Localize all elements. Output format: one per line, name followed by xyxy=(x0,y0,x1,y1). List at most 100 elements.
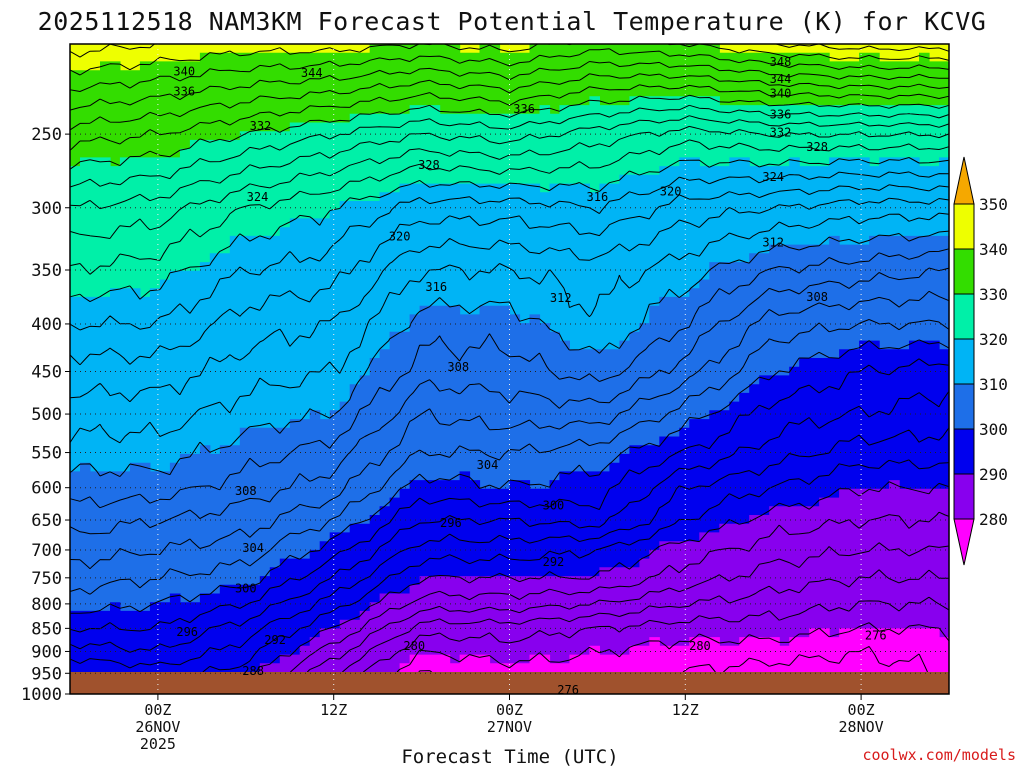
colorbar-arrow-bottom xyxy=(953,518,975,566)
contour-label-8: 312 xyxy=(762,236,784,250)
contour-label-25: 304 xyxy=(242,541,264,555)
contour-label-29: 296 xyxy=(176,625,198,639)
x-tick-date-0: 26NOV xyxy=(135,718,180,736)
contour-320 xyxy=(69,157,950,303)
colorbar-label-290: 290 xyxy=(979,465,1008,484)
contour-286 xyxy=(306,542,950,673)
y-tick-label-300: 300 xyxy=(31,199,62,219)
contour-label-14: 336 xyxy=(513,102,535,116)
contour-294 xyxy=(69,427,950,669)
colorbar-bin-1 xyxy=(953,248,975,295)
x-axis-title: Forecast Time (UTC) xyxy=(401,746,618,768)
colorbar-bin-6 xyxy=(953,473,975,520)
contour-338 xyxy=(69,48,950,92)
contour-label-28: 292 xyxy=(543,555,565,569)
contour-label-3: 336 xyxy=(770,107,792,121)
contour-308 xyxy=(69,248,950,509)
x-tick-year-0: 2025 xyxy=(140,735,176,753)
x-tick-label-2: 00Z xyxy=(496,701,523,719)
contour-332 xyxy=(69,84,950,151)
contour-label-11: 336 xyxy=(173,85,195,99)
y-tick-label-950: 950 xyxy=(31,664,62,684)
contour-292 xyxy=(202,459,950,673)
y-tick-label-550: 550 xyxy=(31,444,62,464)
contour-300 xyxy=(69,339,950,614)
fill-band-5 xyxy=(70,340,950,673)
contour-310 xyxy=(69,230,950,478)
y-tick-label-800: 800 xyxy=(31,595,62,615)
contour-label-6: 324 xyxy=(762,170,784,184)
colorbar-arrow-top xyxy=(953,156,975,205)
contour-label-15: 328 xyxy=(418,158,440,172)
contour-label-22: 304 xyxy=(477,458,499,472)
y-tick-label-400: 400 xyxy=(31,315,62,335)
y-tick-label-250: 250 xyxy=(31,125,62,145)
colorbar-label-330: 330 xyxy=(979,285,1008,304)
contour-290 xyxy=(255,481,950,673)
contour-label-9: 308 xyxy=(806,290,828,304)
contour-336 xyxy=(69,61,950,111)
contour-label-21: 308 xyxy=(447,360,469,374)
y-tick-label-500: 500 xyxy=(31,405,62,425)
contour-label-19: 316 xyxy=(425,280,447,294)
colorbar-label-280: 280 xyxy=(979,510,1008,529)
contour-280 xyxy=(396,622,950,673)
contour-label-26: 300 xyxy=(235,581,257,595)
contour-label-1: 344 xyxy=(770,72,792,86)
fill-band-7 xyxy=(399,628,950,673)
contour-label-5: 328 xyxy=(806,140,828,154)
contour-label-23: 300 xyxy=(543,498,565,512)
y-tick-label-850: 850 xyxy=(31,619,62,639)
contour-330 xyxy=(69,94,950,170)
contour-316 xyxy=(69,184,950,366)
colorbar-label-340: 340 xyxy=(979,240,1008,259)
x-tick-label-1: 12Z xyxy=(320,701,347,719)
y-tick-label-600: 600 xyxy=(31,479,62,499)
contour-298 xyxy=(69,358,950,633)
contour-label-32: 280 xyxy=(403,639,425,653)
contour-312 xyxy=(69,212,950,444)
x-tick-label-3: 12Z xyxy=(672,701,699,719)
x-tick-label-0: 00Z xyxy=(144,701,171,719)
contour-322 xyxy=(69,139,950,275)
colorbar-label-350: 350 xyxy=(979,195,1008,214)
contour-label-10: 340 xyxy=(173,64,195,78)
contour-282 xyxy=(362,596,950,673)
contour-label-2: 340 xyxy=(770,86,792,100)
contour-288 xyxy=(290,511,950,673)
contour-326 xyxy=(69,115,950,210)
fill-band-4 xyxy=(70,235,950,612)
contour-label-13: 332 xyxy=(250,119,272,133)
contour-label-4: 332 xyxy=(770,126,792,140)
contour-328 xyxy=(69,104,950,188)
y-tick-label-750: 750 xyxy=(31,569,62,589)
credit-text: coolwx.com/models xyxy=(862,746,1016,764)
contour-label-30: 292 xyxy=(264,633,286,647)
contour-334 xyxy=(69,73,950,131)
contour-label-7: 320 xyxy=(660,184,682,198)
fill-band-0 xyxy=(70,44,950,71)
y-tick-label-450: 450 xyxy=(31,363,62,383)
colorbar-bin-0 xyxy=(953,203,975,250)
contour-302 xyxy=(69,319,950,595)
colorbar-label-310: 310 xyxy=(979,375,1008,394)
contour-label-16: 324 xyxy=(247,190,269,204)
contour-label-35: 276 xyxy=(557,683,579,697)
contour-284 xyxy=(342,569,950,673)
contour-label-27: 296 xyxy=(440,516,462,530)
y-tick-label-1000: 1000 xyxy=(21,685,62,705)
contour-label-17: 320 xyxy=(389,229,411,243)
fill-band-2 xyxy=(70,96,950,298)
x-tick-label-4: 00Z xyxy=(848,701,875,719)
chart-title: 2025112518 NAM3KM Forecast Potential Tem… xyxy=(38,7,987,36)
x-tick-date-4: 28NOV xyxy=(839,718,884,736)
contour-278 xyxy=(418,645,928,673)
y-tick-label-650: 650 xyxy=(31,511,62,531)
contour-label-31: 288 xyxy=(242,664,264,678)
colorbar-bin-4 xyxy=(953,383,975,430)
contour-306 xyxy=(69,267,950,535)
contour-label-33: 280 xyxy=(689,639,711,653)
contour-324 xyxy=(69,125,950,239)
x-tick-date-2: 27NOV xyxy=(487,718,532,736)
contour-314 xyxy=(69,197,950,403)
